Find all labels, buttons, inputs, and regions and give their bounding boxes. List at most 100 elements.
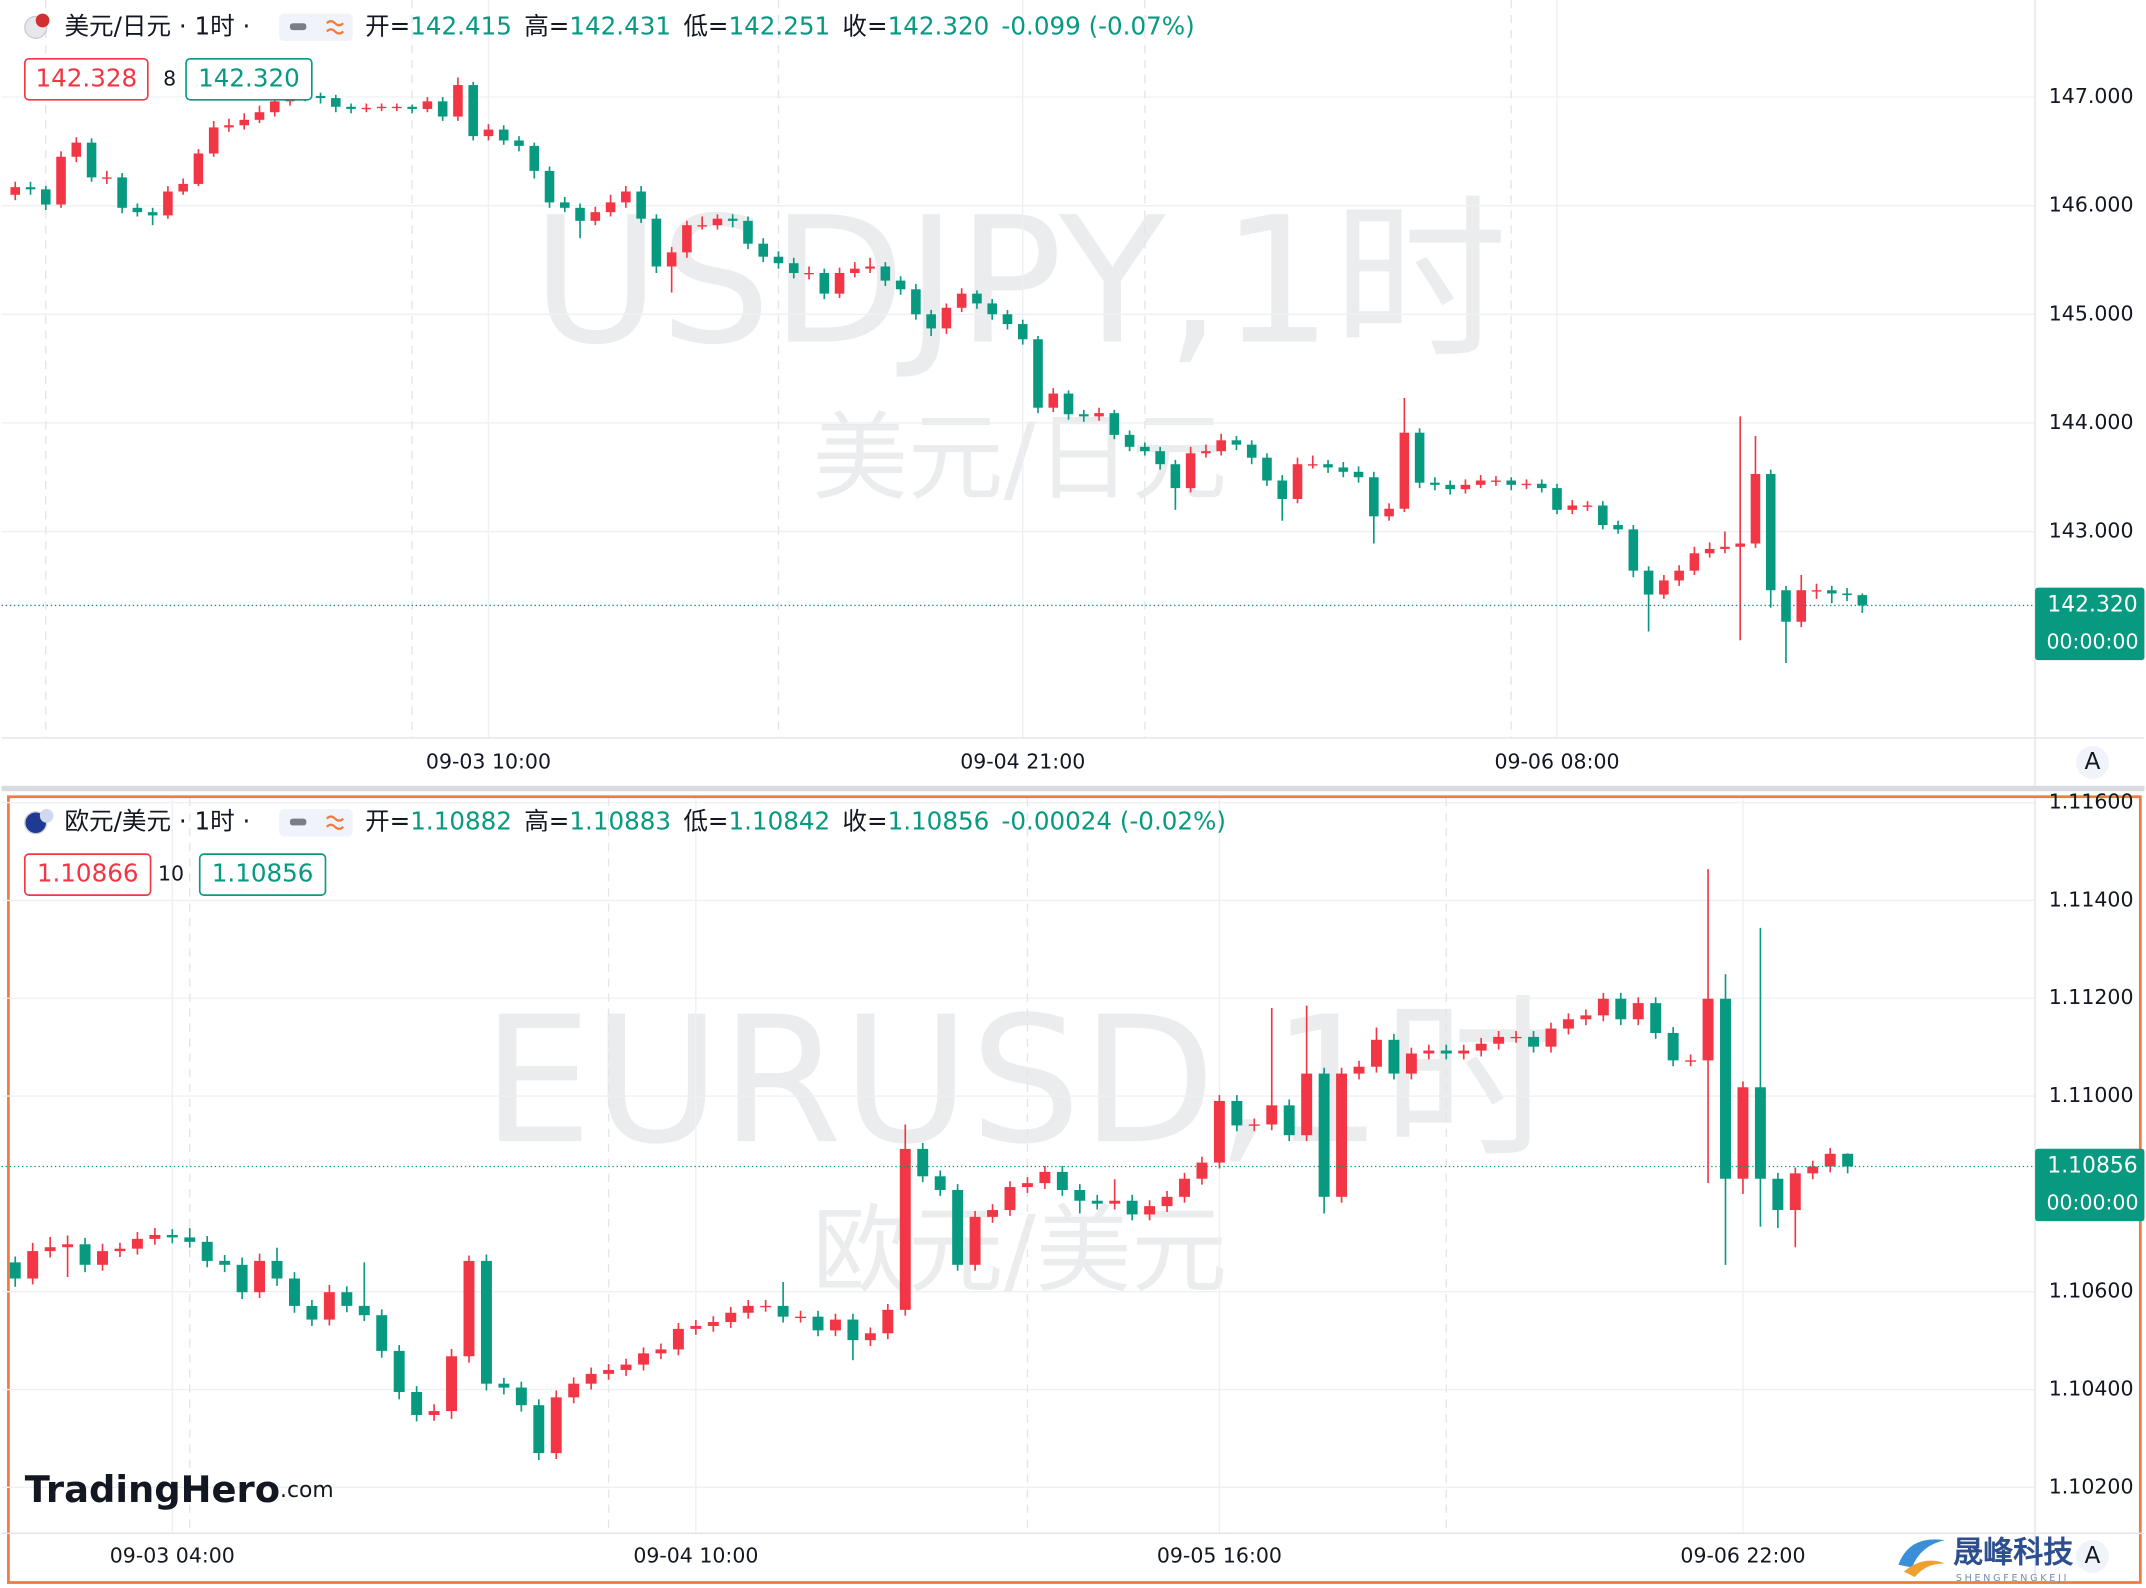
logo: TradingHero.com [25,1467,334,1510]
candle-body [1460,484,1471,490]
badge[interactable]: 142.328 [35,63,137,92]
candle-body [1384,508,1394,517]
candle-body [184,1237,196,1242]
candle-body [777,1305,789,1317]
badge[interactable]: 1.10856 [212,859,314,888]
candle-body [712,218,723,226]
badge[interactable]: 142.320 [198,63,300,92]
candle-body [1262,457,1272,481]
candle-body [655,1349,667,1354]
candle-body [1720,998,1731,1179]
candle-body [515,1387,527,1406]
close: 1.10856 [888,807,990,836]
high-label: 高= [524,807,569,836]
candle-body [1826,590,1837,594]
header-button-wave [326,20,345,35]
candle-body [575,207,585,221]
axis-mode[interactable]: A [2085,748,2101,775]
candle-body [1124,434,1135,447]
candle-body [62,1244,74,1248]
candle-body [1613,525,1623,530]
company-name: 晟峰科技 [1953,1535,2073,1570]
x-tick-label: 09-03 10:00 [426,750,551,774]
open-label: 开= [365,11,410,40]
candle-body [27,1251,39,1279]
candle-body [934,1176,946,1190]
candle-body [1063,393,1074,415]
low: 142.251 [728,11,830,40]
candle-body [163,191,173,216]
candle-body [1414,432,1425,483]
candle-body [560,202,570,208]
candle-body [411,1391,423,1415]
header-button[interactable] [279,13,353,41]
candle-body [1033,339,1043,408]
symbol[interactable]: 美元/日元 · 1时 · [64,11,250,40]
candle-body [956,293,967,308]
candle-body [1842,593,1852,596]
candle-body [742,1305,754,1313]
header-button[interactable] [279,809,353,837]
candle-body [1179,1178,1190,1197]
candle-body [1004,1187,1016,1211]
axis-mode-button[interactable] [2076,746,2109,779]
candle-body [847,1319,859,1341]
candle-body [358,1305,370,1316]
candle-body [590,212,601,221]
header-button-wave [326,815,345,830]
candle-body [1580,1015,1592,1020]
candle-body [1074,1189,1086,1201]
candle-body [651,218,662,267]
y-tick-label: 1.11200 [2049,985,2134,1009]
badge-box[interactable] [185,57,313,101]
candle-body [690,1325,702,1329]
candle-body [289,1278,300,1306]
badge[interactable]: 1.10866 [37,859,139,888]
candle-body [56,156,66,205]
candle-body [1475,1043,1487,1051]
candle-body [1650,1003,1662,1033]
candle-body [1458,1050,1470,1054]
high: 1.10883 [569,807,671,836]
candle-body [131,1238,143,1249]
candle-body [1002,314,1013,325]
candle-body [1597,998,1609,1016]
candle-body [178,183,188,192]
price-tag-box [2035,1148,2145,1222]
candle-body [254,1260,266,1293]
candle-body [926,314,936,329]
candle-body [620,1364,632,1370]
candle-body [605,202,616,213]
candle-body [1720,546,1730,549]
candle-body [117,177,127,208]
candle-body [795,1316,807,1319]
candle-body [102,177,112,179]
badge-box[interactable] [23,57,149,101]
time-tag: 00:00:00 [2046,1190,2138,1214]
candle-body [1231,440,1242,445]
candle-body [114,1248,126,1252]
symbol[interactable]: 欧元/美元 · 1时 · [64,807,250,836]
axis-mode[interactable]: A [2085,1542,2101,1569]
close-label: 收= [842,11,887,40]
candle-body [236,1264,248,1293]
candle-body [1301,1073,1313,1136]
candle-body [498,129,509,141]
candle-body [1091,1200,1103,1204]
candle-body [498,1383,510,1388]
change: -0.099 (-0.07%) [1002,11,1195,40]
candle-body [743,220,753,244]
badge-box[interactable] [23,853,152,896]
candle-body [1283,1105,1295,1136]
candle-body [1521,483,1532,486]
candle-body [407,106,417,109]
candle-body [1562,1019,1574,1029]
price-tag-box [2035,587,2145,661]
candle-body [1702,998,1714,1061]
candle-body [1857,595,1868,606]
axis-mode-button[interactable] [2076,1540,2109,1573]
candle-body [1643,570,1654,595]
badge-box[interactable] [198,853,327,896]
candle-body [1371,1039,1382,1067]
candle-body [1493,1036,1505,1044]
